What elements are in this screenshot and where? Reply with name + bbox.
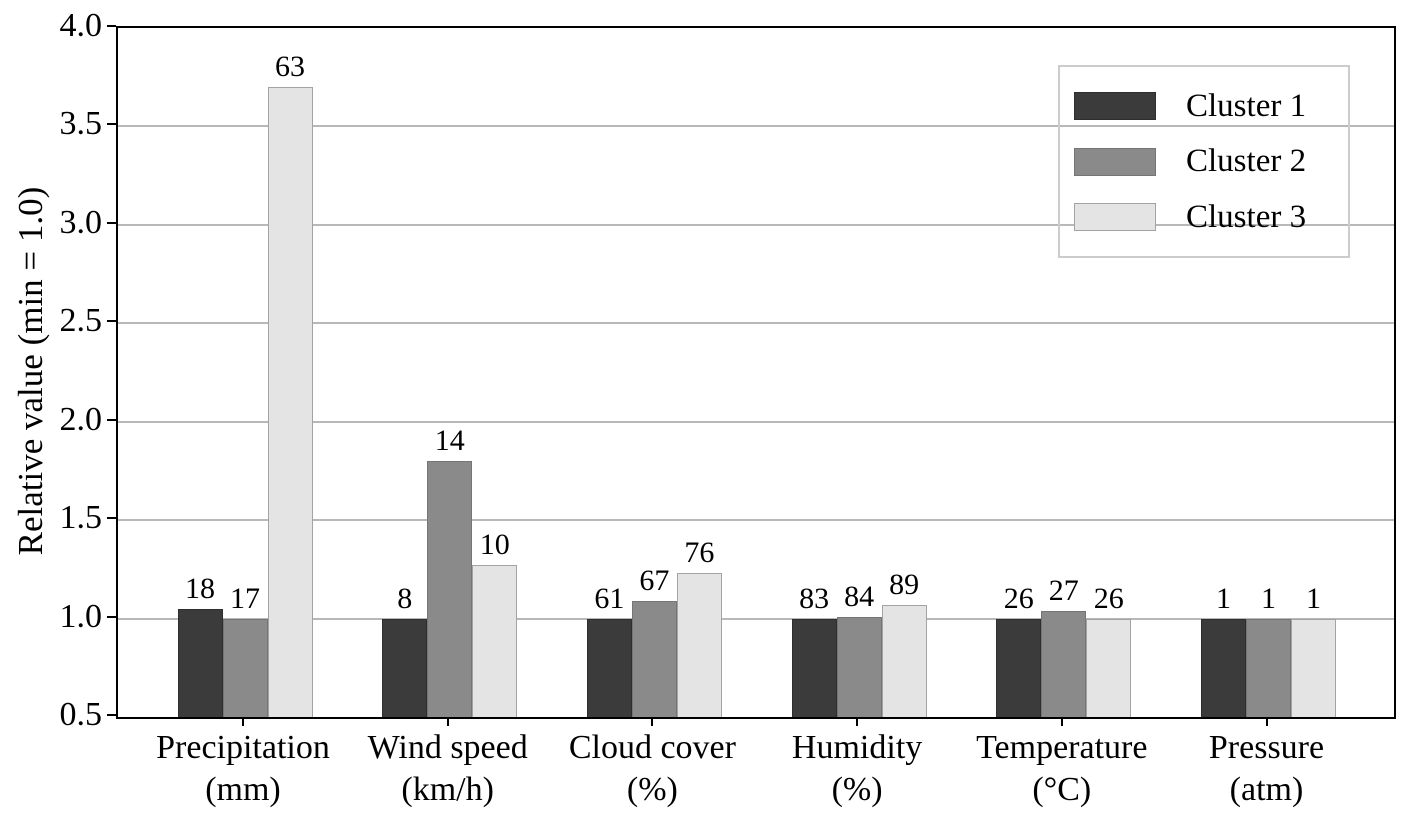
bar	[676, 573, 722, 717]
x-tick-label: Pressure (atm)	[1209, 727, 1324, 811]
bar-value-label: 14	[434, 424, 465, 458]
bar	[586, 618, 632, 717]
x-tick-label: Precipitation (mm)	[156, 727, 330, 811]
grid-line	[118, 420, 1394, 423]
x-category-name: Temperature	[976, 729, 1148, 766]
grid-line	[118, 322, 1394, 325]
bar	[267, 87, 313, 717]
legend-label: Cluster 3	[1186, 198, 1307, 235]
x-category-unit: (%)	[626, 771, 678, 808]
bar	[1246, 618, 1291, 717]
y-tick-mark	[107, 714, 116, 716]
x-category-unit: (%)	[831, 771, 883, 808]
y-tick-label: 3.0	[59, 203, 103, 241]
grid-line	[118, 519, 1394, 522]
bar	[177, 608, 223, 717]
bar-value-label: 8	[397, 581, 413, 615]
bar-value-label: 1	[1306, 581, 1321, 615]
bar	[382, 618, 428, 717]
x-category-name: Wind speed	[367, 729, 528, 766]
x-tick-label: Wind speed (km/h)	[368, 727, 528, 811]
legend-label: Cluster 1	[1186, 87, 1307, 124]
x-tick-mark	[856, 717, 859, 726]
legend-row: Cluster 2	[1060, 145, 1348, 178]
bar-value-label: 83	[799, 581, 830, 615]
x-category-name: Cloud cover	[568, 729, 736, 766]
y-tick-mark	[107, 418, 116, 421]
y-tick-mark	[107, 320, 116, 323]
y-tick-label: 4.0	[59, 7, 103, 44]
bar	[791, 618, 837, 717]
y-tick-mark	[107, 517, 116, 520]
bar-value-label: 89	[889, 567, 920, 601]
x-tick-mark	[1265, 717, 1268, 726]
x-tick-label: Humidity (%)	[792, 727, 922, 811]
bar	[1291, 618, 1336, 717]
bar-value-label: 1	[1261, 581, 1276, 615]
y-tick-label: 2.5	[59, 302, 103, 340]
y-tick-label: 2.0	[59, 400, 103, 438]
x-category-name: Precipitation	[156, 729, 330, 766]
bar-value-label: 26	[1093, 581, 1124, 615]
bar-value-label: 17	[230, 581, 260, 615]
x-tick-mark	[1060, 717, 1063, 726]
grid-line	[118, 125, 1394, 128]
bar	[1041, 610, 1087, 717]
bar	[222, 618, 268, 717]
x-tick-mark	[242, 717, 244, 726]
x-tick-mark	[446, 717, 449, 726]
bar-value-label: 76	[684, 536, 715, 570]
x-category-name: Pressure	[1208, 729, 1325, 766]
bar-value-label: 26	[1003, 581, 1034, 615]
y-tick-mark	[107, 25, 116, 27]
bar-value-label: 18	[185, 571, 215, 605]
bar	[836, 616, 882, 717]
bar-value-label: 1	[1216, 581, 1231, 615]
grid-line	[118, 223, 1394, 226]
y-tick-mark	[107, 615, 116, 618]
legend-label: Cluster 2	[1186, 143, 1307, 179]
x-tick-label: Temperature (°C)	[976, 727, 1147, 811]
y-tick-mark	[107, 221, 116, 224]
bar	[1201, 618, 1246, 717]
y-tick-label: 3.5	[59, 105, 103, 143]
bar	[631, 600, 677, 717]
x-tick-label: Cloud cover (%)	[569, 727, 736, 811]
x-category-unit: (°C)	[1032, 771, 1092, 808]
bar-value-label: 84	[844, 579, 875, 613]
y-tick-label: 0.5	[59, 696, 103, 733]
y-tick-label: 1.0	[59, 597, 103, 635]
bar-value-label: 67	[639, 563, 670, 597]
legend-row: Cluster 3	[1060, 198, 1348, 235]
legend: Cluster 1 Cluster 2 Cluster 3	[1058, 65, 1350, 258]
x-category-unit: (mm)	[205, 771, 281, 808]
bar	[996, 618, 1042, 717]
y-tick-mark	[107, 123, 116, 126]
x-tick-mark	[651, 717, 654, 726]
legend-swatch	[1074, 203, 1156, 231]
y-tick-label: 1.5	[59, 499, 103, 537]
y-axis-title: Relative value (min = 1.0)	[11, 186, 50, 556]
legend-swatch	[1074, 92, 1156, 120]
x-category-unit: (atm)	[1229, 771, 1304, 808]
bar	[472, 565, 518, 717]
x-category-name: Humidity	[791, 729, 923, 766]
x-category-unit: (km/h)	[401, 771, 494, 808]
legend-row: Cluster 1	[1060, 87, 1348, 124]
bar-value-label: 10	[479, 528, 510, 562]
bar	[881, 604, 927, 717]
grid-line	[118, 617, 1394, 620]
bar-value-label: 61	[594, 581, 625, 615]
bar	[1086, 618, 1132, 717]
legend-swatch	[1074, 147, 1156, 176]
plot-area: 18 17 63 8 14 10 61 67 76 83 84 89 26 27 26 1 1 1	[116, 26, 1396, 719]
bar-value-label: 27	[1048, 573, 1079, 607]
bar	[427, 461, 473, 717]
bar-value-label: 63	[275, 50, 305, 84]
